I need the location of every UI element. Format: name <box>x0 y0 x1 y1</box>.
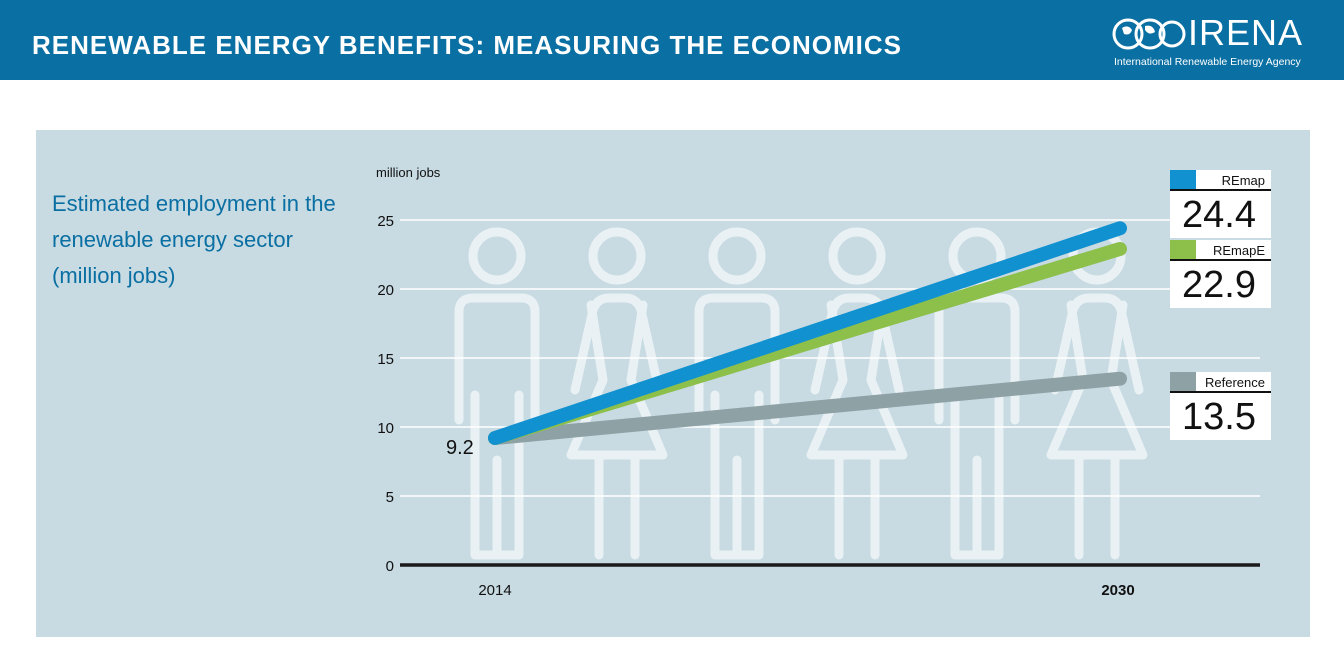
y-axis-unit-label: million jobs <box>376 165 441 180</box>
legend-series-name: Reference <box>1205 375 1265 390</box>
y-tick-label: 0 <box>386 558 394 575</box>
legend-series-name: REmapE <box>1213 243 1265 258</box>
y-tick-label: 5 <box>386 489 394 506</box>
legend-boxes: REmap 24.4 REmapE 22.9 Reference 13.5 <box>1170 170 1271 440</box>
y-tick-label: 15 <box>377 351 394 368</box>
legend-end-value: 13.5 <box>1182 396 1256 438</box>
series-line-remap <box>488 221 1127 446</box>
person-icon <box>694 227 780 560</box>
legend-swatch <box>1170 170 1196 189</box>
legend-box-reference: Reference 13.5 <box>1170 372 1271 440</box>
legend-box-remape: REmapE 22.9 <box>1170 240 1271 308</box>
x-tick-label: 2030 <box>1101 582 1134 599</box>
person-icon <box>1046 227 1148 560</box>
y-axis-tick-labels: 0 5 10 15 20 25 <box>377 213 394 575</box>
header-bar: RENEWABLE ENERGY BENEFITS: MEASURING THE… <box>0 0 1344 80</box>
people-silhouettes-background <box>454 227 1148 560</box>
legend-swatch <box>1170 240 1196 259</box>
start-value-label: 9.2 <box>446 437 474 459</box>
grid-lines <box>400 219 1260 497</box>
person-icon <box>566 227 668 560</box>
y-tick-label: 10 <box>377 420 394 437</box>
legend-end-value: 22.9 <box>1182 264 1256 306</box>
person-icon <box>454 227 540 560</box>
chart-title: Estimated employment in the renewable en… <box>52 191 336 288</box>
x-axis-tick-labels: 2014 2030 <box>478 582 1134 599</box>
logo-wordmark: IRENA <box>1188 12 1304 53</box>
legend-swatch <box>1170 372 1196 391</box>
legend-series-name: REmap <box>1222 173 1265 188</box>
y-tick-label: 20 <box>377 282 394 299</box>
globe-logo-icon <box>1112 18 1186 50</box>
page-title: RENEWABLE ENERGY BENEFITS: MEASURING THE… <box>32 30 903 60</box>
series-lines <box>488 221 1127 446</box>
person-icon <box>806 227 908 560</box>
series-line-reference <box>488 371 1127 446</box>
logo-subtitle: International Renewable Energy Agency <box>1114 56 1301 68</box>
irena-logo: IRENA International Renewable Energy Age… <box>1112 14 1312 70</box>
legend-end-value: 24.4 <box>1182 194 1256 236</box>
y-tick-label: 25 <box>377 213 394 230</box>
legend-box-remap: REmap 24.4 <box>1170 170 1271 238</box>
x-tick-label: 2014 <box>478 582 511 599</box>
